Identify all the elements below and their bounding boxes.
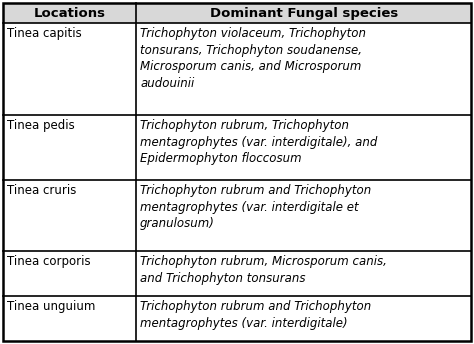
Text: Trichophyton rubrum, Microsporum canis,
and Trichophyton tonsurans: Trichophyton rubrum, Microsporum canis, … — [140, 256, 387, 285]
Text: Trichophyton rubrum and Trichophyton
mentagrophytes (var. interdigitale et
granu: Trichophyton rubrum and Trichophyton men… — [140, 184, 371, 230]
Text: Tinea cruris: Tinea cruris — [7, 184, 76, 197]
Text: Tinea corporis: Tinea corporis — [7, 256, 91, 268]
Text: Tinea pedis: Tinea pedis — [7, 119, 74, 132]
Bar — [3, 23, 471, 115]
Bar — [3, 296, 471, 341]
Text: Trichophyton violaceum, Trichophyton
tonsurans, Trichophyton soudanense,
Microsp: Trichophyton violaceum, Trichophyton ton… — [140, 28, 366, 90]
Text: Trichophyton rubrum and Trichophyton
mentagrophytes (var. interdigitale): Trichophyton rubrum and Trichophyton men… — [140, 300, 371, 330]
Text: Locations: Locations — [34, 7, 106, 20]
Text: Dominant Fungal species: Dominant Fungal species — [210, 7, 398, 20]
Text: Trichophyton rubrum, Trichophyton
mentagrophytes (var. interdigitale), and
Epide: Trichophyton rubrum, Trichophyton mentag… — [140, 119, 377, 165]
Bar — [3, 251, 471, 296]
Bar — [3, 3, 471, 23]
Bar — [3, 180, 471, 251]
Bar — [3, 115, 471, 180]
Text: Tinea unguium: Tinea unguium — [7, 300, 95, 313]
Text: Tinea capitis: Tinea capitis — [7, 28, 82, 40]
